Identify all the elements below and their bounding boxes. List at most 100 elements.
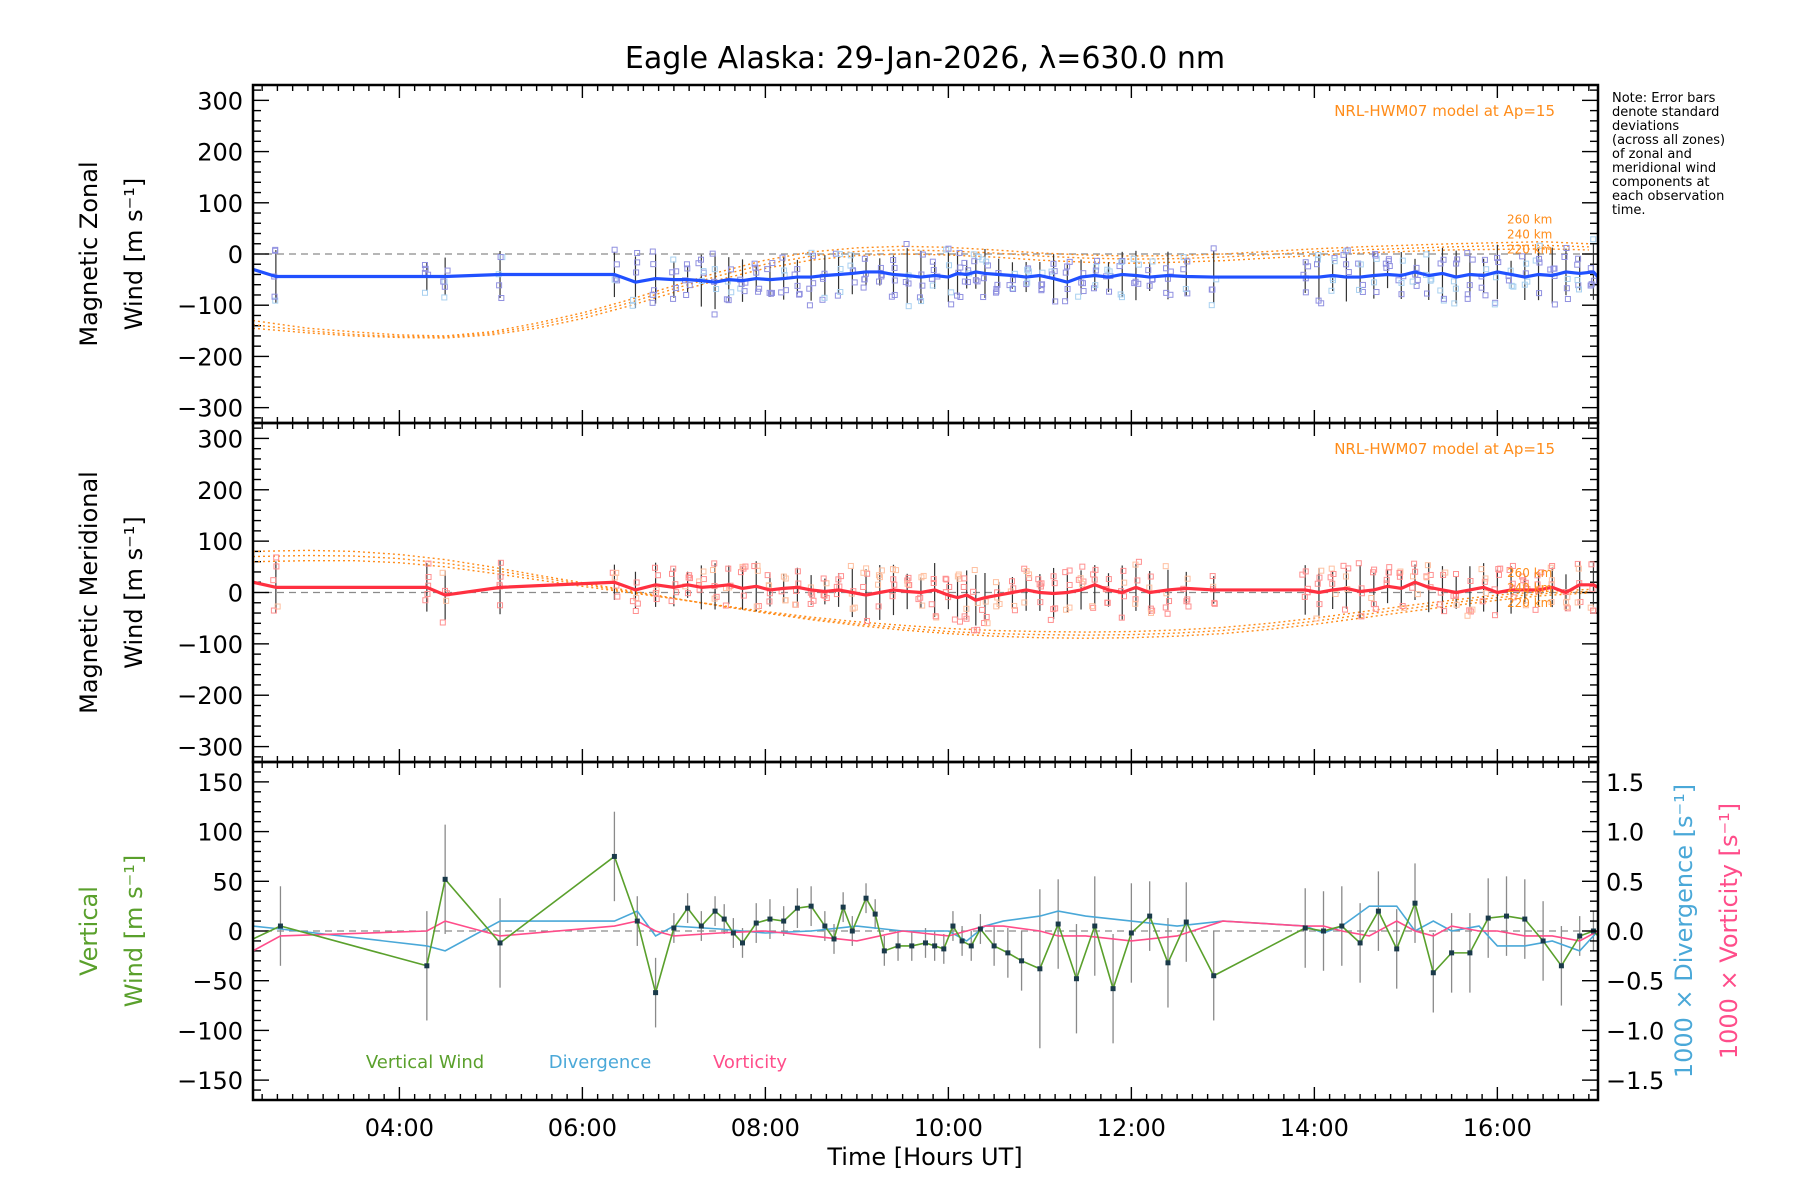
zone-marker	[1359, 281, 1366, 288]
zone-marker	[764, 572, 771, 579]
zone-marker	[649, 248, 656, 255]
zone-marker	[1211, 599, 1218, 606]
model-curve	[252, 248, 1589, 339]
zone-marker	[1023, 568, 1030, 575]
vertical-wind-point	[671, 925, 677, 931]
y-tick-label: 100	[197, 528, 243, 556]
zone-marker	[270, 607, 277, 614]
zone-marker	[891, 581, 898, 588]
zone-marker	[971, 258, 978, 265]
zone-marker	[1090, 604, 1097, 611]
zone-marker	[1166, 598, 1173, 605]
zone-marker	[1536, 259, 1543, 266]
zone-marker	[1482, 590, 1489, 597]
zone-marker	[946, 262, 953, 269]
zone-marker	[1372, 252, 1379, 259]
zone-marker	[766, 598, 773, 605]
zone-marker	[1574, 276, 1581, 283]
zone-marker	[905, 574, 912, 581]
zone-marker	[1090, 571, 1097, 578]
vertical-wind-point	[721, 916, 727, 922]
zone-marker	[1146, 584, 1153, 591]
zone-marker	[1536, 242, 1543, 249]
note-line: Note: Error bars	[1612, 91, 1716, 106]
zone-marker	[979, 256, 986, 263]
zone-marker	[1411, 560, 1418, 567]
model-curve	[252, 554, 1589, 636]
zone-marker	[1167, 291, 1174, 298]
vertical-wind-point	[1302, 925, 1308, 931]
zone-marker	[1117, 291, 1124, 298]
zone-marker	[440, 278, 447, 285]
zone-marker	[1329, 580, 1336, 587]
zone-marker	[860, 284, 867, 291]
zone-marker	[271, 293, 278, 300]
y-tick-label: 300	[197, 87, 243, 115]
zone-marker	[1506, 566, 1513, 573]
zone-marker	[903, 241, 910, 248]
y-axis-unit: Wind [m s⁻¹]	[120, 516, 148, 668]
zone-marker	[889, 593, 896, 600]
zone-marker	[1479, 598, 1486, 605]
vertical-wind-point	[277, 923, 283, 929]
zone-marker	[1464, 612, 1471, 619]
zone-marker	[422, 265, 429, 272]
zone-marker	[1563, 245, 1570, 252]
zone-marker	[1011, 602, 1018, 609]
zone-marker	[1106, 288, 1113, 295]
zone-marker	[1132, 600, 1139, 607]
zone-marker	[890, 257, 897, 264]
y-axis-title: Magnetic Meridional	[75, 471, 103, 714]
zone-marker	[780, 573, 787, 580]
zone-marker	[650, 261, 657, 268]
zone-marker	[1575, 255, 1582, 262]
zone-marker	[498, 295, 505, 302]
vertical-wind-point	[1183, 919, 1189, 925]
zone-marker	[1131, 280, 1138, 287]
vertical-wind-point	[831, 936, 837, 942]
zone-marker	[893, 567, 900, 574]
zone-marker	[700, 568, 707, 575]
vertical-wind-point	[611, 853, 617, 859]
zone-marker	[1050, 260, 1057, 267]
x-tick-label: 06:00	[548, 1114, 617, 1142]
zone-marker	[1383, 264, 1390, 271]
zone-marker	[1453, 571, 1460, 578]
zone-marker	[1494, 254, 1501, 261]
zone-marker	[1047, 616, 1054, 623]
y-tick-label: 100	[197, 190, 243, 218]
zone-marker	[980, 275, 987, 282]
zone-marker	[980, 294, 987, 301]
zone-marker	[956, 249, 963, 256]
zone-marker	[877, 264, 884, 271]
zone-marker	[1162, 563, 1169, 570]
zone-marker	[920, 572, 927, 579]
vorticity-axis-title: 1000 × Vorticity [s⁻¹]	[1715, 803, 1743, 1059]
zone-marker	[1492, 612, 1499, 619]
zone-marker	[723, 296, 730, 303]
zone-marker	[810, 280, 817, 287]
vertical-wind-point	[712, 908, 718, 914]
vertical-wind-point	[1019, 958, 1025, 964]
zone-marker	[709, 250, 716, 257]
y-tick-label: 0	[228, 580, 243, 608]
zone-marker	[1167, 268, 1174, 275]
zone-marker	[1145, 267, 1152, 274]
zone-marker	[1147, 573, 1154, 580]
zone-marker	[1120, 567, 1127, 574]
zone-marker	[1549, 562, 1556, 569]
vertical-wind-point	[1321, 928, 1327, 934]
zone-marker	[915, 596, 922, 603]
y2-tick-label: −1.0	[1606, 1017, 1664, 1045]
zone-marker	[1464, 291, 1471, 298]
error-bar-note: Note: Error bars denote standard deviati…	[1612, 92, 1790, 218]
vertical-wind-point	[968, 943, 974, 949]
zone-marker	[1332, 590, 1339, 597]
zone-marker	[1561, 253, 1568, 260]
zone-marker	[1372, 251, 1379, 258]
zone-marker	[992, 579, 999, 586]
zone-marker	[634, 600, 641, 607]
zone-marker	[948, 301, 955, 308]
zone-marker	[1010, 286, 1017, 293]
vertical-wind-point	[1211, 973, 1217, 979]
